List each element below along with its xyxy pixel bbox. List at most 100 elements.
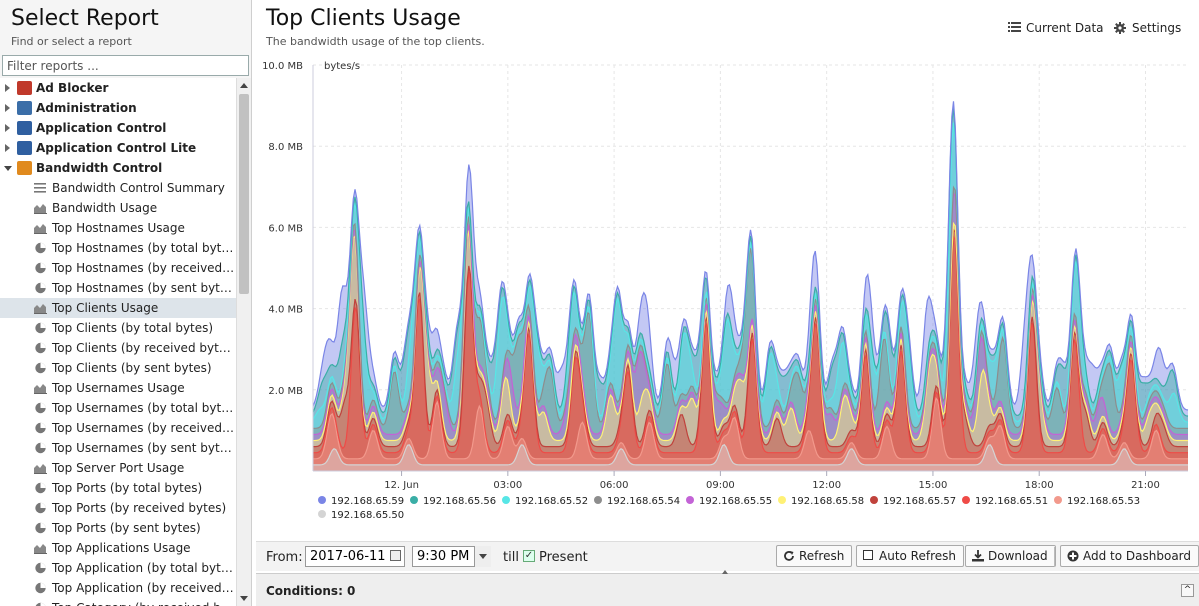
- report-item[interactable]: Top Server Port Usage: [0, 458, 236, 478]
- add-to-dashboard-button[interactable]: Add to Dashboard: [1060, 545, 1199, 567]
- report-item[interactable]: Top Clients (by sent bytes): [0, 358, 236, 378]
- collapsed-arrow-icon[interactable]: [5, 84, 10, 92]
- current-data-button[interactable]: Current Data: [1008, 19, 1104, 37]
- legend-label[interactable]: 192.168.65.58: [791, 496, 864, 507]
- x-tick-label: 21:00: [1131, 480, 1160, 491]
- report-item[interactable]: Top Ports (by sent bytes): [0, 518, 236, 538]
- report-item[interactable]: Top Ports (by total bytes): [0, 478, 236, 498]
- report-item-label: Top Category (by received bytes): [52, 601, 236, 606]
- report-item[interactable]: Top Usernames (by received bytes): [0, 418, 236, 438]
- expand-conditions-icon[interactable]: ^: [1181, 584, 1194, 597]
- calendar-icon[interactable]: [390, 550, 401, 561]
- legend-marker[interactable]: [594, 496, 602, 504]
- legend-marker[interactable]: [686, 496, 694, 504]
- report-item[interactable]: Top Hostnames Usage: [0, 218, 236, 238]
- series-area-192.168.65.50: [313, 444, 1188, 471]
- series-area-192.168.65.52: [313, 122, 1188, 471]
- report-item-label: Top Application (by received bytes): [52, 581, 236, 595]
- auto-refresh-button[interactable]: Auto Refresh: [856, 545, 964, 567]
- date-input[interactable]: [305, 546, 405, 567]
- tree-scrollbar[interactable]: [236, 78, 251, 606]
- conditions-label: Conditions: 0: [266, 584, 356, 598]
- present-checkbox[interactable]: ✓: [523, 550, 535, 562]
- ad-blocker-icon: [17, 81, 32, 95]
- conditions-panel[interactable]: Conditions: 0 ^: [256, 570, 1199, 606]
- category-label: Ad Blocker: [36, 81, 109, 95]
- legend-label[interactable]: 192.168.65.50: [331, 510, 404, 521]
- legend-label[interactable]: 192.168.65.57: [883, 496, 956, 507]
- legend-marker[interactable]: [410, 496, 418, 504]
- report-item[interactable]: Top Usernames (by total bytes): [0, 398, 236, 418]
- settings-label: Settings: [1132, 21, 1182, 35]
- series-line-192.168.65.53: [312, 396, 1188, 460]
- collapsed-arrow-icon[interactable]: [5, 124, 10, 132]
- legend-label[interactable]: 192.168.65.56: [423, 496, 496, 507]
- scroll-thumb[interactable]: [239, 94, 249, 294]
- report-item[interactable]: Top Usernames Usage: [0, 378, 236, 398]
- report-item-label: Top Ports (by received bytes): [52, 501, 227, 515]
- series-line-192.168.65.56: [312, 107, 1189, 417]
- legend-label[interactable]: 192.168.65.54: [607, 496, 680, 507]
- x-tick-label: 06:00: [600, 480, 629, 491]
- report-item[interactable]: Bandwidth Control Summary: [0, 178, 236, 198]
- pie-chart-icon: [35, 362, 46, 374]
- legend-marker[interactable]: [962, 496, 970, 504]
- legend-marker[interactable]: [502, 496, 510, 504]
- x-tick-label: 12. Jun: [384, 480, 419, 491]
- unchecked-box-icon: [863, 550, 873, 560]
- report-item[interactable]: Bandwidth Usage: [0, 198, 236, 218]
- category-label: Bandwidth Control: [36, 161, 163, 175]
- legend-label[interactable]: 192.168.65.53: [1067, 496, 1140, 507]
- report-item-label: Bandwidth Usage: [52, 201, 158, 215]
- time-select[interactable]: [412, 546, 491, 567]
- application-control-icon: [17, 121, 32, 135]
- legend-label[interactable]: 192.168.65.59: [331, 496, 404, 507]
- series-area-192.168.65.59: [313, 101, 1188, 472]
- report-item-label: Top Application (by total bytes): [52, 561, 236, 575]
- report-item-label: Top Server Port Usage: [52, 461, 185, 475]
- report-category-bandwidth-control[interactable]: Bandwidth Control: [0, 158, 236, 178]
- report-item[interactable]: Top Clients Usage: [0, 298, 236, 318]
- legend-label[interactable]: 192.168.65.52: [515, 496, 588, 507]
- report-item[interactable]: Top Hostnames (by received bytes): [0, 258, 236, 278]
- report-item[interactable]: Top Hostnames (by total bytes): [0, 238, 236, 258]
- expanded-arrow-icon[interactable]: [4, 166, 12, 171]
- collapsed-arrow-icon[interactable]: [5, 144, 10, 152]
- report-category-application-control-lite[interactable]: Application Control Lite: [0, 138, 236, 158]
- legend-marker[interactable]: [870, 496, 878, 504]
- report-item[interactable]: Top Clients (by total bytes): [0, 318, 236, 338]
- legend-label[interactable]: 192.168.65.55: [699, 496, 772, 507]
- scroll-up-arrow-icon[interactable]: [240, 83, 248, 88]
- pie-chart-icon: [35, 422, 46, 434]
- pie-chart-icon: [35, 262, 46, 274]
- splitter-handle-icon[interactable]: [722, 570, 728, 574]
- pie-chart-icon: [35, 522, 46, 534]
- legend-marker[interactable]: [1054, 496, 1062, 504]
- report-item[interactable]: Top Application (by received bytes): [0, 578, 236, 598]
- report-item[interactable]: Top Hostnames (by sent bytes): [0, 278, 236, 298]
- time-dropdown-chevron-icon[interactable]: [474, 546, 491, 567]
- legend-marker[interactable]: [318, 510, 326, 518]
- report-category-administration[interactable]: Administration: [0, 98, 236, 118]
- report-item[interactable]: Top Applications Usage: [0, 538, 236, 558]
- report-category-application-control[interactable]: Application Control: [0, 118, 236, 138]
- legend-label[interactable]: 192.168.65.51: [975, 496, 1048, 507]
- report-item[interactable]: Top Usernames (by sent bytes): [0, 438, 236, 458]
- present-label: Present: [539, 550, 588, 565]
- scroll-down-arrow-icon[interactable]: [240, 596, 248, 601]
- refresh-button[interactable]: Refresh: [776, 545, 853, 567]
- report-category-ad-blocker[interactable]: Ad Blocker: [0, 78, 236, 98]
- legend-marker[interactable]: [318, 496, 326, 504]
- report-item[interactable]: Top Category (by received bytes): [0, 598, 236, 606]
- pie-chart-icon: [35, 562, 46, 574]
- settings-button[interactable]: Settings: [1114, 19, 1181, 37]
- x-tick-label: 18:00: [1025, 480, 1054, 491]
- report-item[interactable]: Top Ports (by received bytes): [0, 498, 236, 518]
- pie-chart-icon: [35, 502, 46, 514]
- report-item[interactable]: Top Clients (by received bytes): [0, 338, 236, 358]
- report-item[interactable]: Top Application (by total bytes): [0, 558, 236, 578]
- legend-marker[interactable]: [778, 496, 786, 504]
- filter-reports-input[interactable]: [2, 55, 249, 76]
- collapsed-arrow-icon[interactable]: [5, 104, 10, 112]
- download-button[interactable]: Download: [965, 545, 1056, 567]
